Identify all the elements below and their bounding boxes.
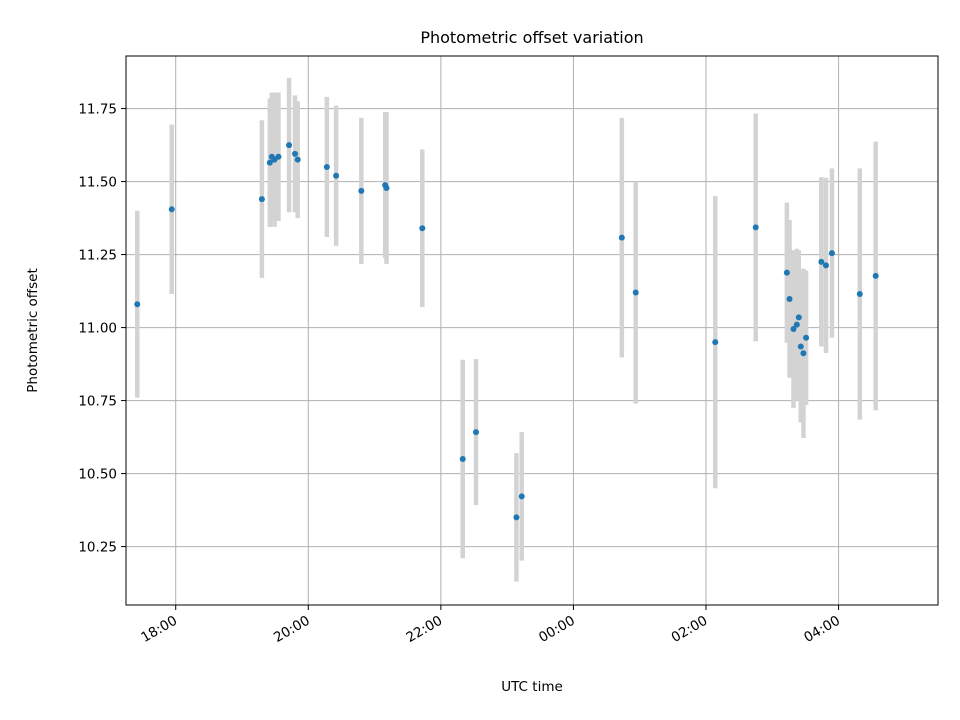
data-point	[822, 262, 829, 269]
data-point	[333, 172, 340, 179]
data-point	[618, 234, 625, 241]
data-point	[518, 493, 525, 500]
data-point	[795, 314, 802, 321]
data-point	[459, 455, 466, 462]
data-point	[797, 343, 804, 350]
y-tick-label: 11.75	[78, 102, 117, 118]
y-tick-label: 10.50	[78, 467, 117, 483]
data-point	[712, 339, 719, 346]
data-point	[168, 206, 175, 213]
x-axis-label: UTC time	[501, 679, 563, 695]
data-point	[818, 258, 825, 265]
data-point	[286, 142, 293, 149]
y-tick-label: 10.25	[78, 540, 117, 556]
data-point	[323, 163, 330, 170]
plot-frame	[125, 55, 939, 606]
y-tick-label: 10.75	[78, 394, 117, 410]
data-point	[828, 250, 835, 257]
data-point	[800, 350, 807, 357]
data-point	[803, 334, 810, 341]
data-point	[358, 187, 365, 194]
data-point	[383, 184, 390, 191]
data-point	[266, 159, 273, 166]
y-axis-ticks: 10.25 10.50 10.75 11.00 11.25 11.50 11.75	[78, 102, 126, 556]
data-point	[786, 295, 793, 302]
y-tick-label: 11.50	[78, 175, 117, 191]
data-point	[292, 150, 299, 157]
y-axis-label: Photometric offset	[25, 268, 41, 392]
y-tick-label: 11.00	[78, 321, 117, 337]
data-point	[632, 289, 639, 296]
y-tick-label: 11.25	[78, 248, 117, 264]
data-point	[258, 196, 265, 203]
data-point	[790, 326, 797, 333]
data-point	[513, 514, 520, 521]
data-points	[134, 142, 879, 521]
data-point	[275, 153, 282, 160]
data-point	[856, 290, 863, 297]
chart-title: Photometric offset variation	[420, 28, 643, 47]
data-point	[783, 269, 790, 276]
data-point	[793, 321, 800, 328]
data-point	[419, 225, 426, 232]
data-point	[472, 429, 479, 436]
data-point	[872, 272, 879, 279]
data-point	[752, 224, 759, 231]
data-point	[294, 156, 301, 163]
data-point	[134, 301, 141, 308]
